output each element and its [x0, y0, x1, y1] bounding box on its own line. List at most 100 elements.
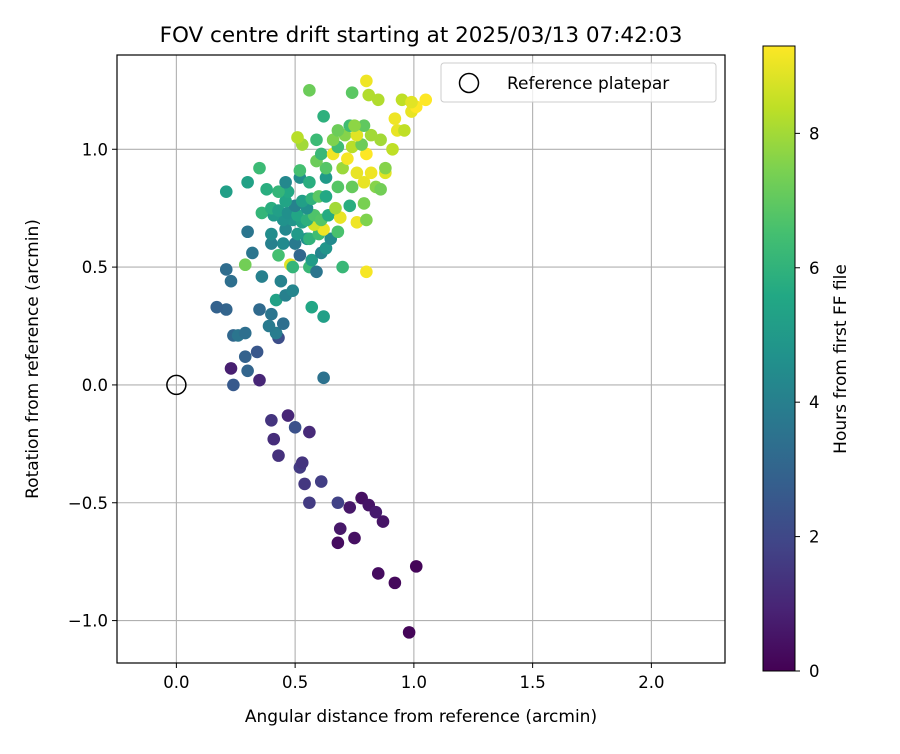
- data-point: [303, 175, 316, 189]
- data-point: [345, 86, 359, 100]
- data-point: [369, 505, 383, 519]
- data-point: [345, 140, 359, 154]
- data-point: [336, 260, 349, 274]
- data-point: [374, 183, 387, 196]
- data-point: [360, 213, 373, 227]
- data-point: [260, 183, 273, 196]
- y-tick-label: 1.0: [82, 140, 108, 159]
- data-point: [333, 211, 347, 224]
- legend-label: Reference platepar: [507, 74, 669, 94]
- axis-ticks: 0.0 0.5 1.0 1.5 2.0 −1.0 −0.5 0.0 0.5 1.0: [68, 140, 665, 692]
- data-point: [341, 152, 354, 165]
- data-point: [219, 303, 233, 316]
- data-point: [279, 194, 292, 208]
- legend-marker-open-circle: [458, 72, 480, 94]
- colorbar-tick-label: 0: [809, 662, 820, 681]
- y-axis-label: Rotation from reference (arcmin): [23, 219, 43, 499]
- data-point: [371, 567, 385, 580]
- x-tick-label: 0.5: [282, 673, 308, 692]
- data-point: [250, 345, 264, 359]
- data-point: [379, 161, 392, 175]
- data-point: [333, 522, 347, 535]
- data-point: [395, 93, 409, 107]
- data-point: [405, 95, 418, 109]
- data-point: [305, 300, 319, 314]
- data-point: [314, 147, 328, 161]
- data-point: [314, 475, 328, 488]
- data-point: [319, 171, 333, 184]
- data-point: [295, 456, 309, 469]
- x-tick-label: 2.0: [638, 673, 664, 692]
- data-point: [310, 133, 323, 147]
- data-point: [317, 223, 330, 236]
- data-point: [265, 227, 278, 241]
- colorbar-tick-label: 2: [809, 528, 820, 547]
- data-point: [409, 560, 423, 573]
- data-point: [274, 274, 288, 288]
- data-point: [376, 515, 390, 528]
- data-point: [295, 194, 309, 208]
- x-tick-label: 1.0: [401, 673, 427, 692]
- data-point: [305, 253, 319, 267]
- data-point: [360, 265, 373, 279]
- data-point: [291, 227, 304, 241]
- data-point: [241, 225, 254, 239]
- data-point: [238, 326, 252, 340]
- data-point: [279, 175, 292, 189]
- data-point: [291, 208, 304, 222]
- data-point: [362, 88, 376, 102]
- data-point: [326, 133, 340, 147]
- data-point: [355, 138, 368, 151]
- data-point: [253, 373, 266, 387]
- y-tick-label: −1.0: [68, 612, 108, 631]
- y-tick-label: 0.5: [82, 258, 108, 277]
- data-point: [402, 626, 416, 639]
- data-point: [303, 232, 316, 246]
- colorbar: 0 2 4 6 8 Hours from first FF file: [762, 45, 851, 681]
- data-point: [272, 449, 285, 462]
- data-point: [291, 131, 304, 144]
- data-point: [253, 161, 266, 175]
- data-point: [331, 180, 345, 194]
- data-point: [388, 576, 402, 590]
- data-point: [386, 142, 399, 156]
- chart-title: FOV centre drift starting at 2025/03/13 …: [160, 23, 683, 48]
- data-point: [303, 84, 316, 97]
- data-points: [166, 74, 433, 639]
- data-point: [272, 204, 285, 217]
- grid: [117, 55, 725, 663]
- plot-frame: [116, 54, 726, 664]
- data-point: [265, 237, 278, 250]
- data-point: [276, 237, 290, 250]
- data-point: [255, 206, 269, 220]
- data-point: [357, 197, 371, 210]
- data-point: [281, 185, 295, 198]
- colorbar-tick-label: 4: [809, 393, 820, 412]
- data-point: [317, 371, 330, 385]
- colorbar-label: Hours from first FF file: [831, 264, 851, 454]
- data-point: [276, 317, 290, 330]
- colorbar-tick-label: 8: [809, 124, 820, 143]
- data-point: [360, 147, 373, 161]
- data-point: [317, 109, 330, 123]
- data-point: [303, 496, 316, 510]
- data-point: [319, 190, 333, 203]
- data-point: [253, 303, 266, 316]
- data-point: [388, 112, 402, 125]
- y-tick-label: 0.0: [82, 376, 108, 395]
- data-point: [350, 166, 364, 180]
- data-point: [331, 496, 345, 510]
- data-point: [357, 119, 371, 132]
- data-point: [310, 265, 323, 279]
- colorbar-gradient: [762, 45, 796, 672]
- data-point: [288, 237, 302, 250]
- data-point: [279, 223, 292, 236]
- data-point: [224, 274, 238, 288]
- legend-box: [440, 62, 717, 103]
- data-point: [224, 362, 238, 375]
- data-point: [319, 161, 333, 175]
- data-point: [317, 310, 330, 323]
- data-point: [238, 350, 252, 363]
- data-point: [293, 164, 307, 177]
- data-point: [262, 319, 276, 333]
